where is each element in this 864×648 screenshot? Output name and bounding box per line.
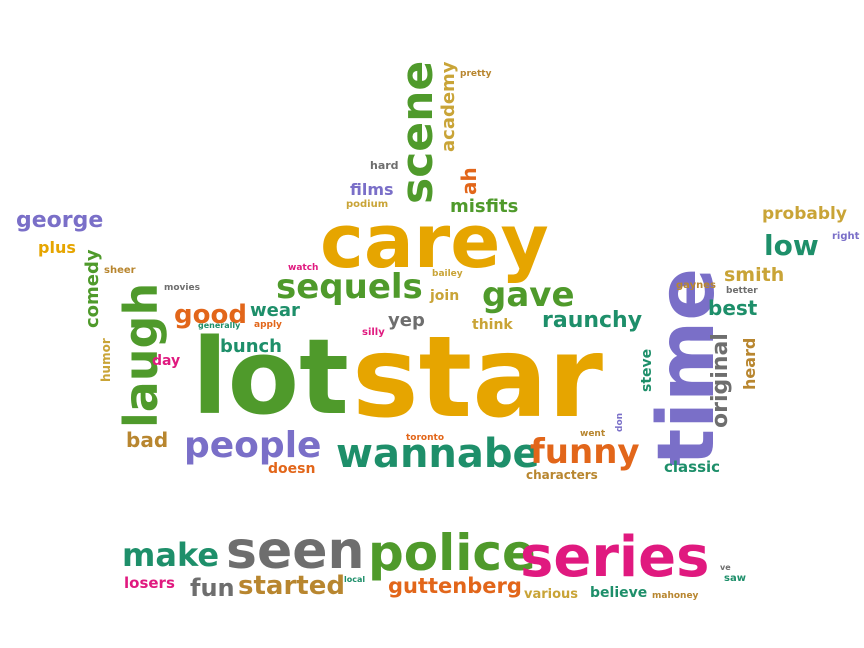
word-join: join bbox=[430, 288, 460, 304]
word-humor: humor bbox=[99, 338, 113, 382]
word-original: original bbox=[708, 333, 733, 428]
word-movies: movies bbox=[164, 283, 200, 293]
word-generally: generally bbox=[198, 321, 241, 330]
word-toronto: toronto bbox=[406, 433, 444, 443]
word-academy: academy bbox=[438, 61, 459, 152]
word-films: films bbox=[350, 180, 394, 199]
word-gaynes: gaynes bbox=[676, 280, 716, 291]
word-better: better bbox=[726, 286, 758, 296]
word-yep: yep bbox=[388, 310, 425, 331]
word-mahoney: mahoney bbox=[652, 591, 699, 601]
word-funny: funny bbox=[530, 432, 640, 472]
word-doesn: doesn bbox=[268, 461, 316, 477]
word-george: george bbox=[16, 208, 104, 233]
word-scene: scene bbox=[392, 60, 443, 204]
word-started: started bbox=[238, 571, 345, 601]
word-star: star bbox=[352, 313, 604, 443]
word-bad: bad bbox=[126, 428, 169, 452]
word-wear: wear bbox=[250, 300, 300, 321]
word-raunchy: raunchy bbox=[542, 308, 643, 333]
word-classic: classic bbox=[664, 458, 721, 476]
word-watch: watch bbox=[288, 263, 319, 273]
word-carey: carey bbox=[320, 199, 549, 285]
word-losers: losers bbox=[124, 574, 175, 592]
word-series: series bbox=[520, 525, 710, 590]
word-various: various bbox=[524, 587, 579, 602]
word-best: best bbox=[708, 296, 758, 320]
word-probably: probably bbox=[762, 204, 847, 224]
word-people: people bbox=[184, 425, 322, 466]
word-hard: hard bbox=[370, 159, 399, 172]
word-silly: silly bbox=[362, 327, 385, 338]
word-smith: smith bbox=[724, 264, 785, 286]
word-ve: ve bbox=[720, 563, 731, 572]
word-right: right bbox=[832, 231, 860, 242]
word-pretty: pretty bbox=[460, 69, 492, 79]
word-misfits: misfits bbox=[450, 196, 519, 217]
word-sequels: sequels bbox=[276, 267, 423, 307]
word-police: police bbox=[368, 524, 536, 582]
word-sheer: sheer bbox=[104, 265, 136, 276]
word-heard: heard bbox=[740, 337, 759, 390]
word-wannabe: wannabe bbox=[336, 431, 540, 477]
word-day: day bbox=[152, 353, 181, 369]
word-gave: gave bbox=[482, 275, 575, 315]
word-bunch: bunch bbox=[220, 336, 282, 357]
word-ah: ah bbox=[457, 167, 481, 195]
word-bailey: bailey bbox=[432, 269, 463, 279]
word-low: low bbox=[764, 229, 819, 262]
word-comedy: comedy bbox=[82, 249, 103, 328]
word-podium: podium bbox=[346, 199, 389, 210]
word-make: make bbox=[122, 536, 220, 574]
word-plus: plus bbox=[38, 238, 76, 257]
word-fun: fun bbox=[190, 574, 235, 602]
word-saw: saw bbox=[724, 573, 746, 584]
word-don: don bbox=[615, 412, 625, 432]
word-good: good bbox=[174, 300, 247, 330]
word-guttenberg: guttenberg bbox=[388, 574, 522, 598]
word-steve: steve bbox=[639, 348, 655, 392]
word-characters: characters bbox=[526, 468, 598, 482]
word-seen: seen bbox=[226, 521, 365, 581]
word-went: went bbox=[580, 429, 606, 439]
word-local: local bbox=[344, 575, 366, 584]
word-believe: believe bbox=[590, 585, 648, 601]
word-apply: apply bbox=[254, 320, 282, 330]
word-think: think bbox=[472, 317, 513, 333]
word-lot: lot bbox=[192, 316, 349, 438]
